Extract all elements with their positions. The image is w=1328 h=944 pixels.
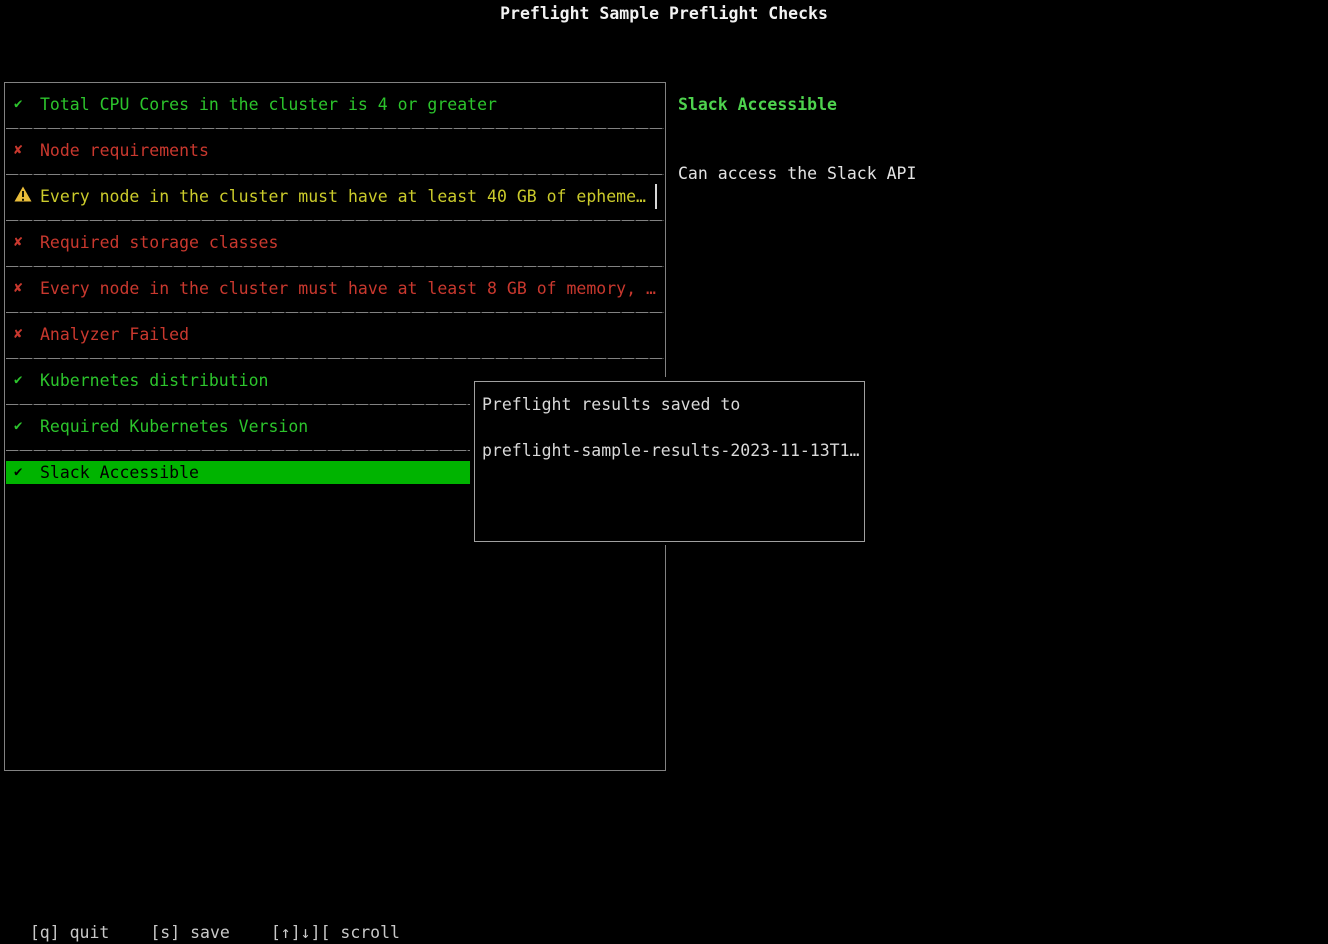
check-row-label: Slack Accessible bbox=[40, 463, 199, 482]
check-row-label: Required Kubernetes Version bbox=[40, 417, 309, 436]
detail-message: Can access the Slack API bbox=[678, 164, 917, 183]
check-row[interactable]: ✘ Required storage classes bbox=[6, 231, 664, 254]
check-row[interactable]: Every node in the cluster must have at l… bbox=[6, 184, 664, 209]
check-row[interactable]: ✔ Total CPU Cores in the cluster is 4 or … bbox=[6, 93, 664, 116]
check-row[interactable]: ✘ Analyzer Failed bbox=[6, 323, 664, 346]
cross-icon: ✘ bbox=[14, 142, 23, 158]
save-hint: [s] save bbox=[150, 923, 230, 942]
modal-message: Preflight results saved to bbox=[482, 395, 741, 414]
text-cursor bbox=[655, 184, 657, 209]
cross-icon: ✘ bbox=[14, 326, 23, 342]
row-separator bbox=[6, 266, 664, 267]
scroll-hint: [↑]↓][ scroll bbox=[270, 923, 400, 942]
check-row[interactable]: ✔ Required Kubernetes Version bbox=[6, 415, 664, 438]
app-title: Preflight Sample Preflight Checks bbox=[500, 4, 828, 23]
check-row-label: Node requirements bbox=[40, 141, 209, 160]
check-row-label: Kubernetes distribution bbox=[40, 371, 269, 390]
check-icon: ✔ bbox=[14, 372, 23, 388]
cross-icon: ✘ bbox=[14, 280, 23, 296]
warning-icon bbox=[14, 185, 36, 208]
check-icon: ✔ bbox=[14, 96, 23, 112]
check-row[interactable]: ✘ Node requirements bbox=[6, 139, 664, 162]
check-detail-panel: Slack Accessible Can access the Slack AP… bbox=[670, 82, 1320, 772]
detail-title: Slack Accessible bbox=[678, 95, 837, 114]
check-row-label: Total CPU Cores in the cluster is 4 or g… bbox=[40, 95, 497, 114]
check-icon: ✔ bbox=[14, 418, 23, 434]
quit-hint: [q] quit bbox=[29, 923, 110, 942]
row-separator bbox=[6, 358, 664, 359]
row-separator bbox=[6, 220, 664, 221]
check-row[interactable]: ✔ Kubernetes distribution bbox=[6, 369, 664, 392]
check-row-label: Every node in the cluster must have at l… bbox=[40, 187, 646, 206]
check-row-label: Analyzer Failed bbox=[40, 325, 190, 344]
cross-icon: ✘ bbox=[14, 234, 23, 250]
row-separator bbox=[6, 174, 664, 175]
row-separator bbox=[6, 312, 664, 313]
check-icon: ✔ bbox=[14, 464, 23, 480]
check-row-label: Every node in the cluster must have at l… bbox=[40, 279, 656, 298]
modal-box: Preflight results saved to preflight-sam… bbox=[474, 381, 865, 542]
row-separator bbox=[6, 128, 664, 129]
check-row[interactable]: ✘ Every node in the cluster must have at … bbox=[6, 277, 664, 300]
row-separator bbox=[6, 450, 664, 451]
footer-keybar: [q] quit [s] save [↑]↓][ scroll bbox=[10, 898, 400, 942]
row-separator bbox=[6, 404, 664, 405]
modal-results-filename: preflight-sample-results-2023-11-13T1… bbox=[482, 441, 860, 460]
save-results-modal: Preflight results saved to preflight-sam… bbox=[470, 377, 870, 545]
check-row-label: Required storage classes bbox=[40, 233, 279, 252]
